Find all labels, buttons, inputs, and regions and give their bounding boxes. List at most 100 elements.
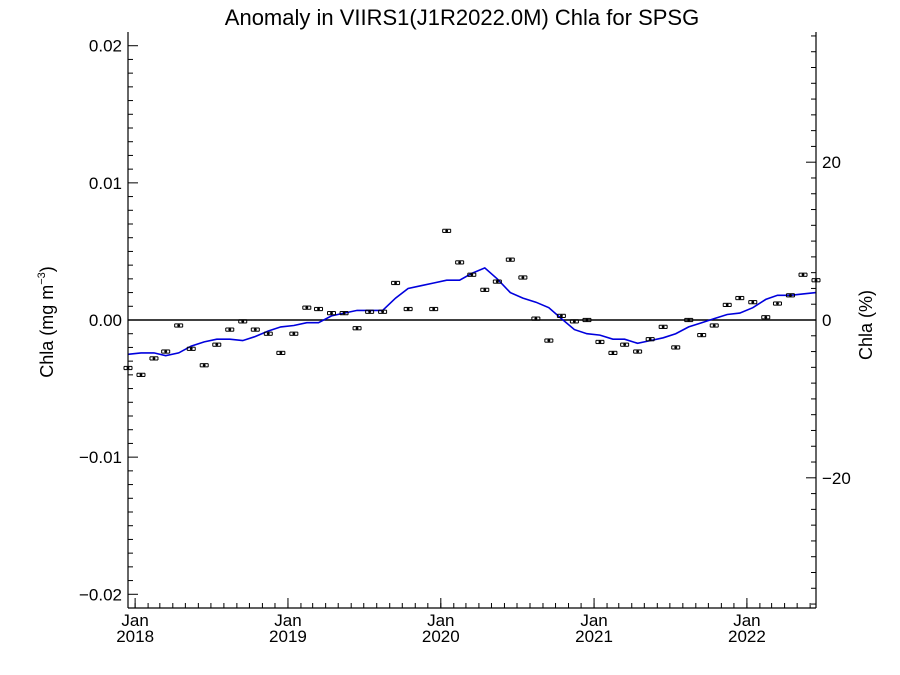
data-point	[174, 323, 184, 328]
y-axis-right: −20 0 20	[806, 32, 851, 608]
y-axis-left: −0.02 −0.01 0.00 0.01 0.02	[79, 32, 138, 608]
point-marker	[611, 351, 615, 355]
data-point	[480, 287, 490, 292]
point-marker	[279, 351, 283, 355]
point-marker	[623, 343, 627, 347]
data-point	[684, 317, 694, 323]
data-point	[671, 345, 681, 350]
data-point	[785, 293, 795, 298]
x-tick-label-year: 2020	[422, 627, 460, 646]
data-point	[339, 311, 349, 316]
point-marker	[534, 317, 538, 321]
point-marker	[253, 328, 257, 331]
x-tick-label-year: 2018	[116, 627, 154, 646]
data-point	[505, 257, 515, 262]
x-tick-label-year: 2021	[575, 627, 613, 646]
point-marker	[381, 310, 384, 314]
y-tick-label: 0.00	[89, 311, 122, 330]
data-point	[263, 331, 273, 336]
point-marker	[189, 347, 193, 351]
point-marker	[547, 339, 551, 342]
point-marker	[674, 346, 678, 349]
point-marker	[751, 300, 755, 304]
data-point	[250, 327, 260, 332]
data-point	[658, 324, 668, 329]
data-point	[544, 338, 554, 343]
y-tick-label: −0.01	[79, 448, 122, 467]
point-marker	[139, 373, 143, 377]
point-marker	[700, 333, 704, 337]
point-marker	[801, 273, 805, 277]
point-marker	[636, 350, 640, 353]
x-tick-label-month: Jan	[427, 611, 454, 630]
y-right-tick-label: 0	[822, 311, 831, 330]
data-point	[378, 309, 388, 314]
x-tick-label-month: Jan	[121, 611, 148, 630]
point-marker	[317, 307, 320, 311]
data-point	[556, 313, 566, 318]
data-point	[455, 260, 465, 265]
point-marker	[355, 326, 359, 330]
y-tick-label: 0.02	[89, 37, 122, 56]
data-point	[186, 346, 196, 351]
data-point	[709, 323, 719, 328]
point-marker	[712, 324, 716, 327]
data-point	[608, 350, 618, 356]
data-point	[365, 309, 375, 314]
y-right-tick-label: 20	[822, 153, 841, 172]
point-marker	[495, 280, 499, 283]
data-point	[161, 349, 171, 354]
point-marker	[215, 343, 219, 347]
point-marker	[648, 337, 652, 341]
point-marker	[508, 258, 512, 262]
point-marker	[241, 319, 245, 323]
data-point	[442, 228, 452, 233]
data-point	[199, 363, 209, 368]
point-marker	[483, 288, 487, 292]
data-point	[761, 315, 771, 320]
y-tick-label: −0.02	[79, 585, 122, 604]
point-marker	[406, 307, 410, 311]
y-tick-label: 0.01	[89, 174, 122, 193]
data-point	[429, 306, 439, 312]
data-point	[289, 331, 299, 336]
point-marker	[661, 325, 665, 329]
data-point	[225, 327, 235, 332]
point-marker	[202, 363, 206, 367]
point-marker	[266, 332, 270, 336]
data-point	[492, 279, 502, 284]
data-point	[302, 305, 312, 310]
data-point	[645, 337, 655, 342]
point-marker	[228, 328, 232, 331]
point-marker	[330, 311, 333, 315]
point-marker	[687, 318, 691, 322]
point-marker	[394, 281, 397, 285]
point-marker	[789, 293, 792, 297]
data-point	[327, 311, 337, 316]
data-point	[748, 300, 758, 305]
data-point	[633, 349, 643, 354]
data-point	[697, 332, 707, 338]
point-marker	[177, 324, 181, 327]
data-point	[772, 301, 782, 306]
data-point	[136, 372, 146, 377]
point-marker	[598, 340, 602, 344]
data-point	[531, 316, 541, 321]
point-marker	[368, 310, 372, 314]
data-point	[735, 295, 745, 301]
point-marker	[521, 276, 525, 279]
y-right-tick-label: −20	[822, 469, 851, 488]
point-marker	[292, 332, 296, 336]
x-tick-label-month: Jan	[274, 611, 301, 630]
chart-title: Anomaly in VIIRS1(J1R2022.0M) Chla for S…	[225, 5, 699, 30]
point-marker	[738, 296, 742, 300]
x-tick-label-year: 2019	[269, 627, 307, 646]
x-tick-label-month: Jan	[733, 611, 760, 630]
data-point	[276, 350, 286, 356]
data-point	[518, 275, 528, 280]
point-marker	[776, 302, 779, 305]
data-point	[352, 326, 362, 331]
point-marker	[725, 303, 729, 307]
